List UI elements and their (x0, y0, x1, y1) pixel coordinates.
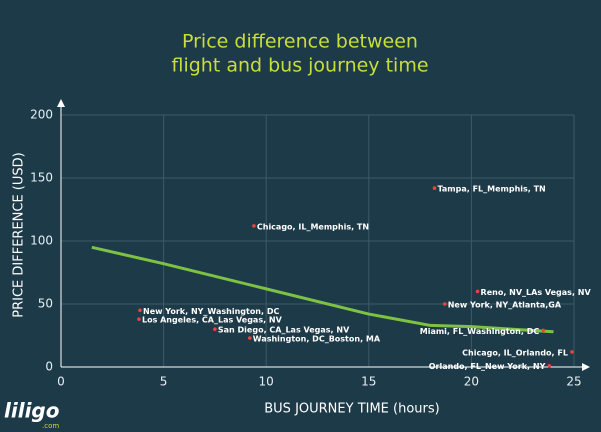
logo: liligo (4, 399, 60, 423)
plot-area: 0 50 100 150 200 0 5 10 15 20 25 Tampa, FL_Memphis,… (30, 99, 591, 389)
chart-title: Price difference between (182, 31, 418, 53)
point-label: Orlando, FL_New York, NY (429, 362, 546, 371)
point-label: Reno, NV_LAs Vegas, NV (481, 288, 592, 297)
y-tick-label: 150 (30, 171, 53, 185)
point-label: Chicago, IL_Memphis, TN (257, 222, 369, 231)
x-axis-label: BUS JOURNEY TIME (hours) (264, 402, 439, 417)
point-label: San Diego, CA_Las Vegas, NV (218, 326, 350, 335)
y-tick-label: 200 (30, 108, 53, 122)
data-point (570, 350, 574, 354)
point-label: Los Angeles, CA_Las Vegas, NV (142, 316, 283, 325)
data-point (252, 224, 256, 228)
x-tick-label: 5 (160, 375, 168, 389)
logo-sub: .com (42, 422, 59, 430)
point-label: New York, NY_Washington, DC (143, 307, 279, 316)
trend-line (91, 245, 554, 334)
data-point (442, 302, 447, 306)
data-point (138, 308, 142, 313)
data-point (547, 363, 552, 368)
data-point (247, 336, 252, 340)
x-tick-label: 0 (57, 375, 65, 389)
chart-title: flight and bus journey time (171, 55, 428, 77)
y-axis-label: PRICE DIFFERENCE (USD) (12, 152, 27, 317)
data-point (432, 186, 437, 190)
x-tick-label: 25 (566, 375, 581, 389)
x-tick-label: 20 (464, 375, 479, 389)
y-axis-arrow (57, 99, 65, 107)
point-label: Washington, DC_Boston, MA (253, 335, 381, 344)
y-tick-label: 0 (45, 360, 53, 374)
x-tick-label: 15 (361, 375, 376, 389)
y-tick-label: 100 (30, 234, 53, 248)
data-point (541, 328, 546, 333)
x-axis-arrow (582, 363, 590, 371)
data-point (213, 327, 217, 332)
y-tick-label: 50 (38, 297, 53, 311)
point-label: Miami, FL_Washington, DC (420, 327, 540, 336)
point-label: Chicago, IL_Orlando, FL (462, 348, 568, 357)
point-label: Tampa, FL_Memphis, TN (437, 185, 545, 194)
point-label: New York, NY_Atlanta,GA (448, 301, 562, 310)
data-point (137, 317, 141, 321)
x-tick-label: 10 (259, 375, 274, 389)
data-point (475, 289, 480, 294)
